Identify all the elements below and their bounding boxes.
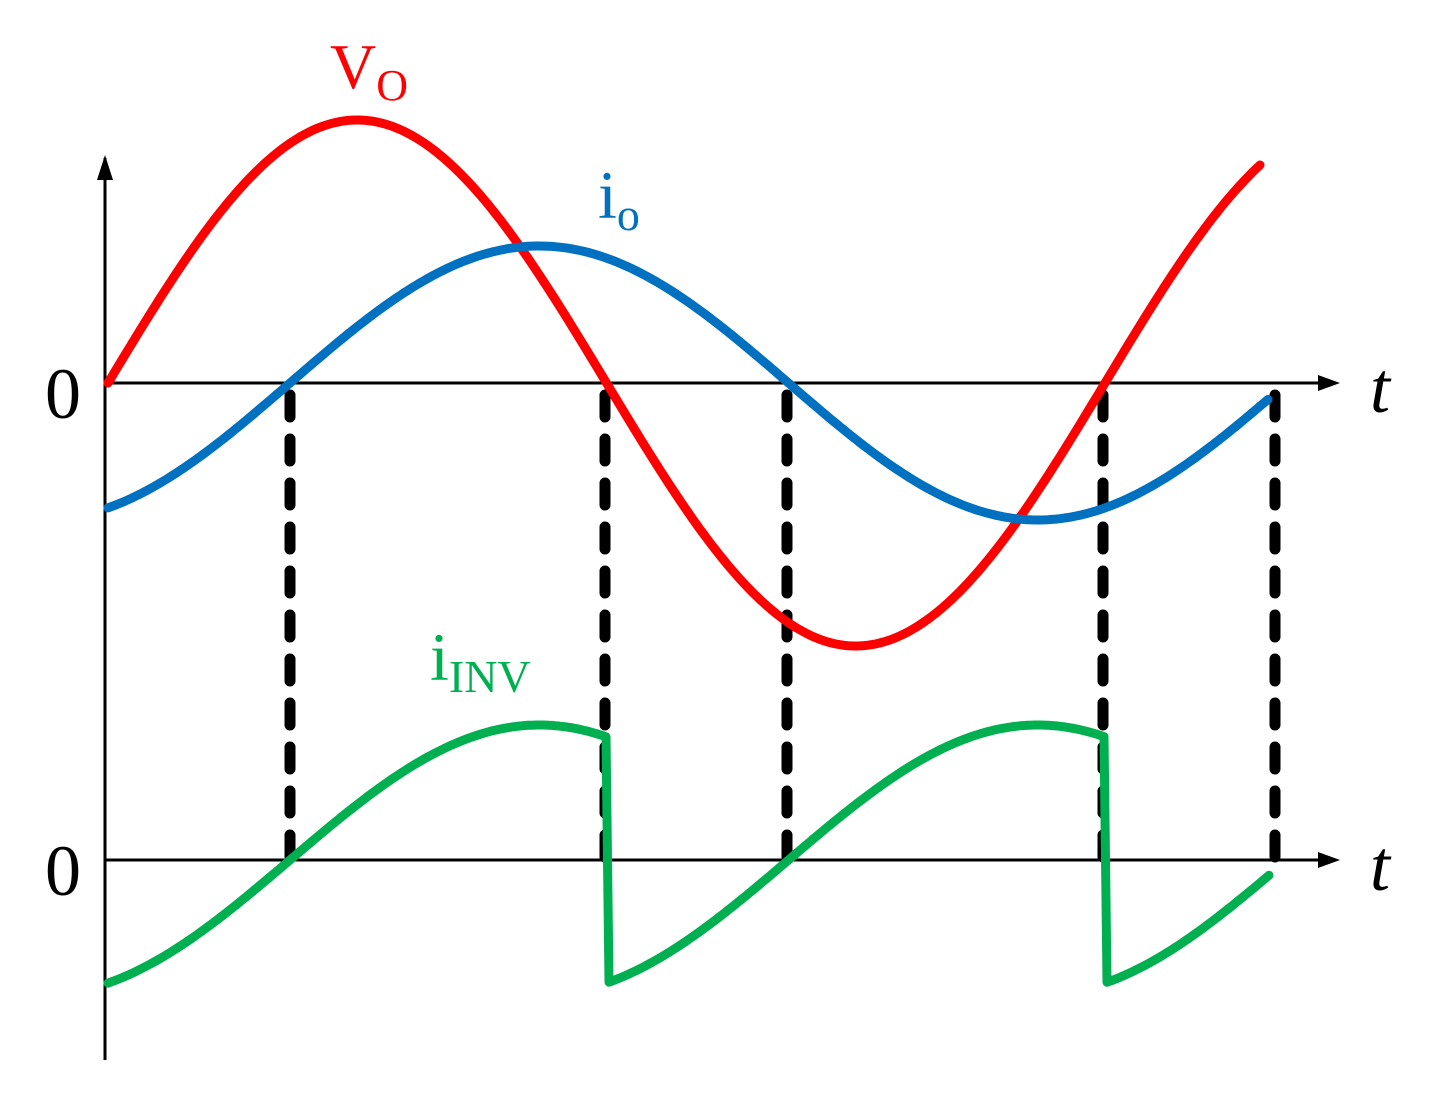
dashed-lines: [284, 389, 1281, 866]
iinv-label: iINV: [430, 619, 531, 702]
zero-label: 0: [45, 831, 81, 911]
time-label: t: [1370, 348, 1392, 428]
label-sub: o: [617, 189, 640, 240]
io-curve: [103, 241, 1273, 525]
zero-label: 0: [45, 354, 81, 434]
label-main: i: [430, 619, 449, 695]
io-label: io: [598, 157, 640, 240]
arrow-bottom: [1318, 852, 1340, 868]
label-sub: O: [376, 61, 408, 110]
label-main: i: [598, 157, 617, 233]
vertical-arrow: [97, 155, 113, 180]
vo-curve: [103, 115, 1265, 651]
time-label: t: [1370, 826, 1392, 906]
label-sub: INV: [449, 651, 531, 702]
vo-label: VO: [330, 31, 408, 110]
iinv-curve: [103, 720, 1274, 988]
label-main: V: [330, 31, 376, 102]
arrow-top: [1318, 375, 1340, 391]
